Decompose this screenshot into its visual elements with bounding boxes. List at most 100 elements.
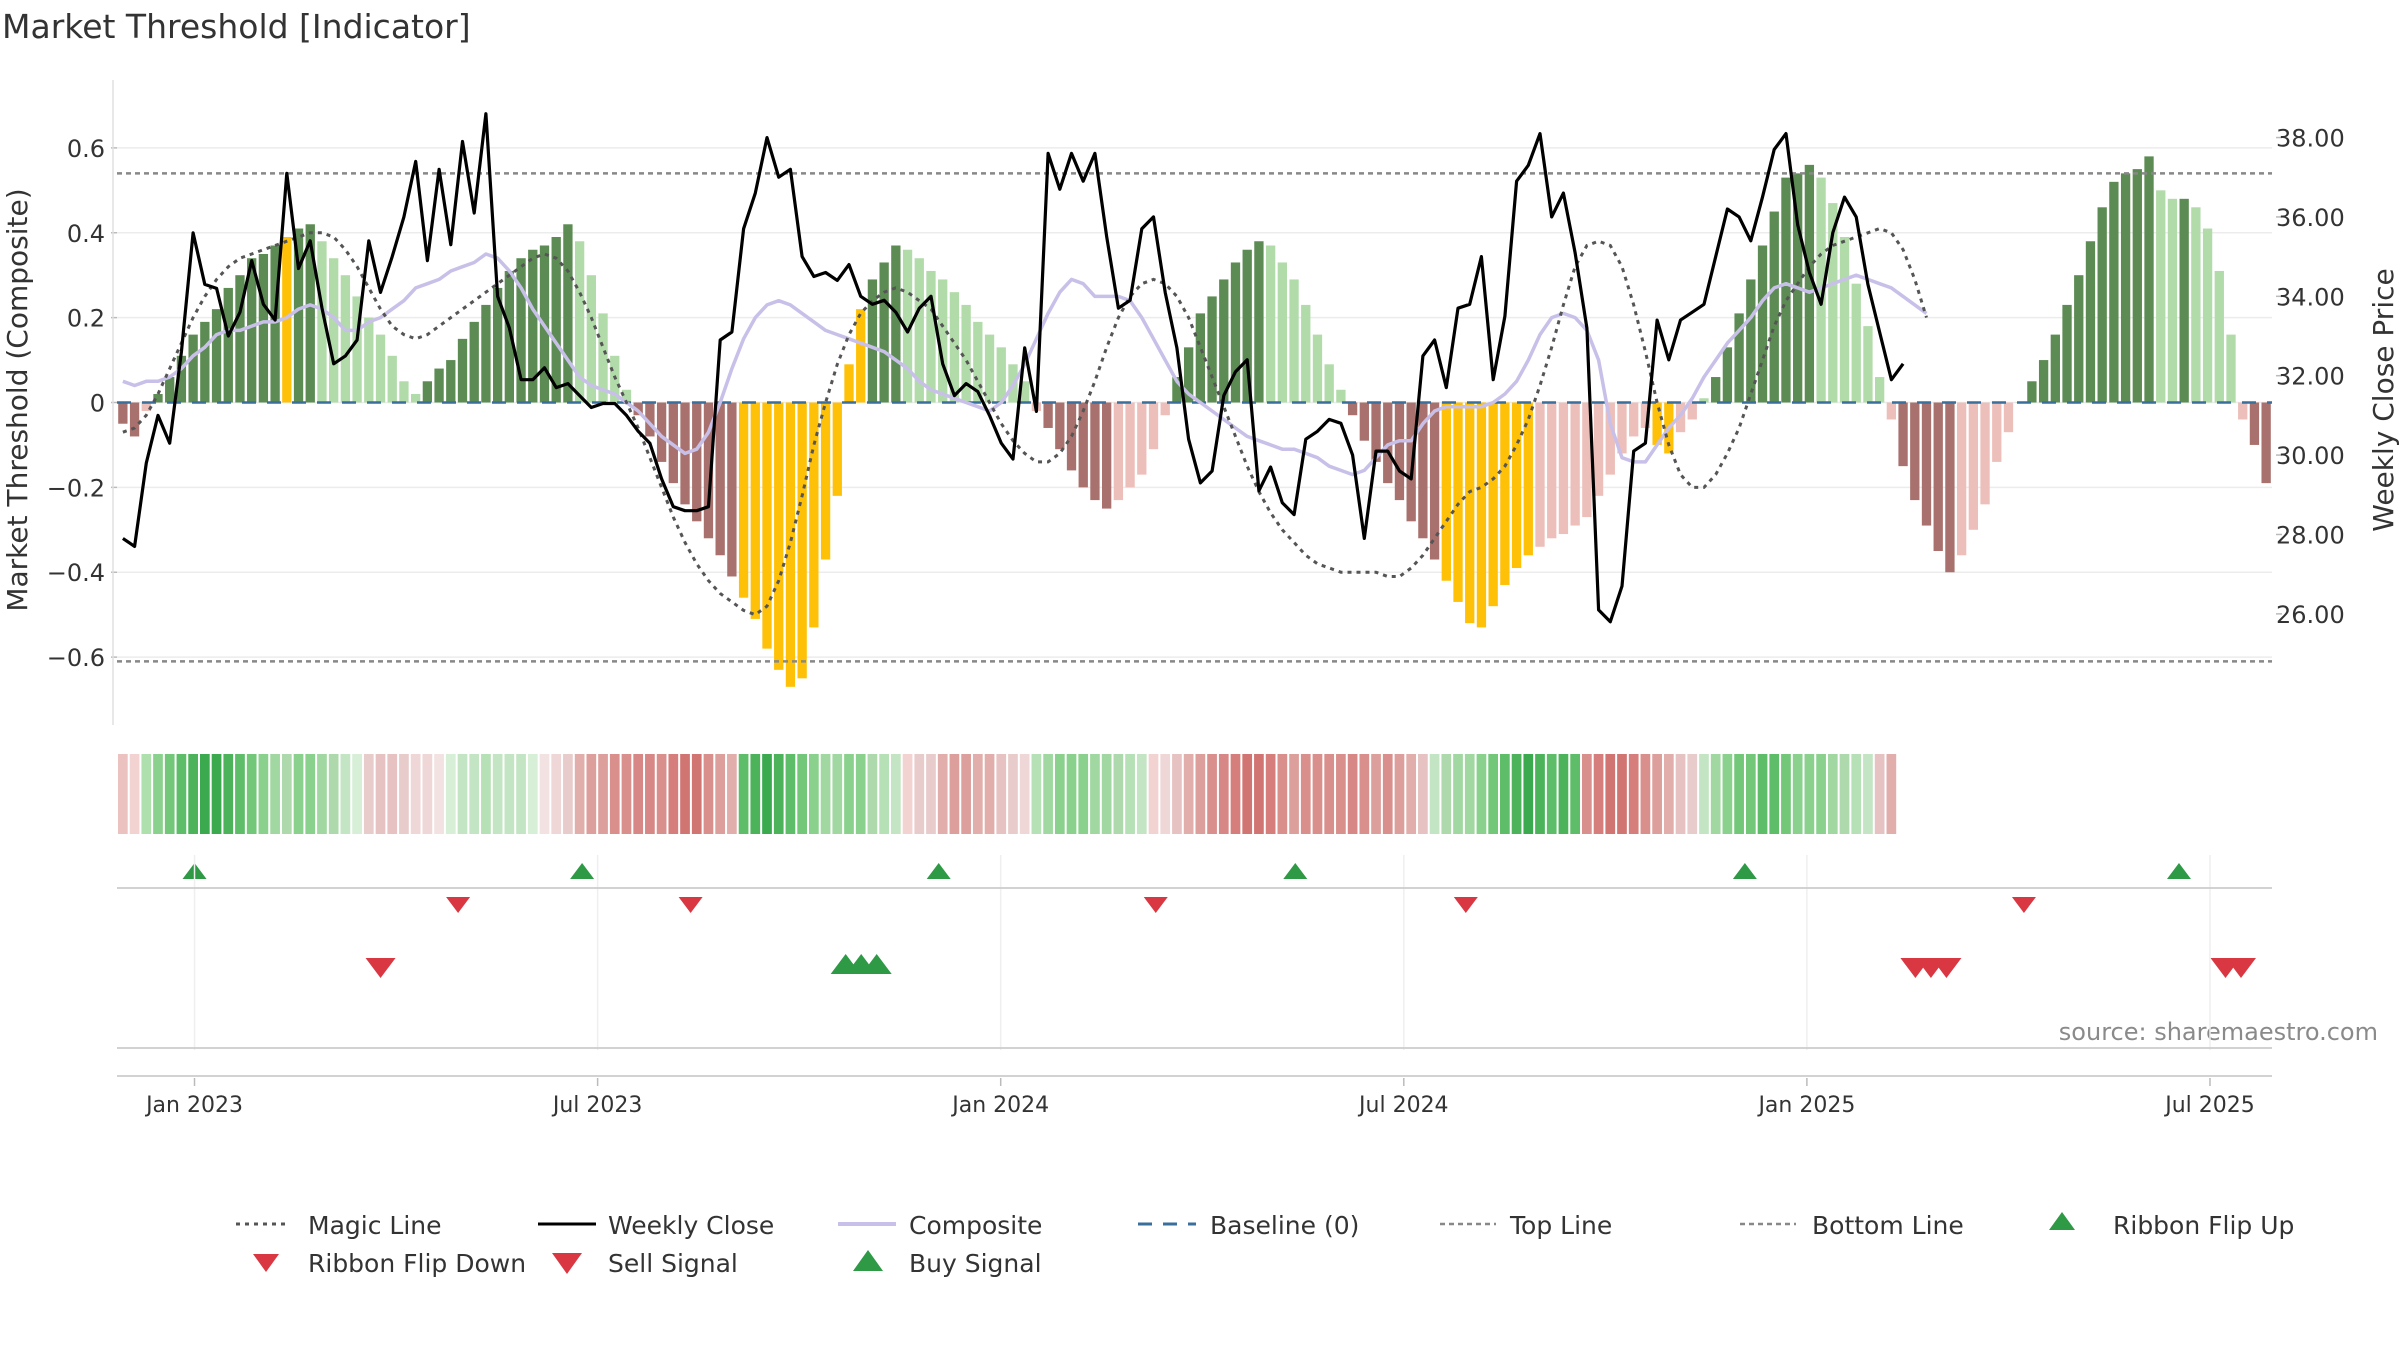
- ribbon-cell: [1605, 754, 1616, 834]
- composite-bar: [574, 241, 585, 403]
- chart-title: Market Threshold [Indicator]: [2, 7, 471, 46]
- ribbon-cell: [1816, 754, 1826, 834]
- composite-bar: [223, 287, 233, 403]
- ribbon-cell: [972, 754, 983, 834]
- ribbon-cell: [598, 754, 608, 834]
- ribbon-flip-down-marker: [1453, 897, 1478, 913]
- ribbon-cell: [1347, 754, 1358, 834]
- legend: Magic Line Weekly Close Composite Baseli…: [236, 1211, 2294, 1278]
- composite-bar: [1371, 402, 1381, 462]
- left-axis-label: Market Threshold (Composite): [1, 188, 34, 611]
- ribbon-cell: [1090, 754, 1100, 834]
- composite-bar: [1020, 381, 1030, 403]
- indicator-lines: [117, 112, 2272, 663]
- composite-bar: [1980, 402, 1990, 505]
- ribbon-cell: [1113, 754, 1124, 834]
- composite-bar: [1148, 402, 1159, 450]
- composite-bar: [1804, 164, 1815, 403]
- ribbon-cell: [164, 754, 175, 834]
- composite-bar: [762, 402, 772, 649]
- ribbon-cell: [1066, 754, 1077, 834]
- composite-bar: [1441, 402, 1451, 581]
- ribbon-cell: [785, 754, 796, 834]
- ribbon-cell: [1453, 754, 1463, 834]
- ribbon-flip-down-marker: [1143, 897, 1168, 913]
- ribbon-cell: [1781, 754, 1791, 834]
- ribbon-cell: [1441, 754, 1452, 834]
- composite-bar: [352, 296, 362, 403]
- composite-bar: [703, 402, 714, 539]
- ribbon-cell: [1464, 754, 1475, 834]
- legend-item-bottom-line: Bottom Line: [1740, 1211, 1964, 1240]
- ribbon-cell: [504, 754, 515, 834]
- composite-bar: [856, 309, 866, 403]
- composite-bar: [996, 347, 1006, 403]
- composite-bar: [738, 402, 749, 598]
- sell-signal-marker: [365, 958, 396, 978]
- composite-bar: [1242, 249, 1252, 403]
- ribbon-cell: [153, 754, 163, 834]
- composite-bar: [1558, 402, 1569, 535]
- ribbon-cell: [410, 754, 421, 834]
- ribbon-cell: [738, 754, 749, 834]
- ribbon-cell: [1008, 754, 1018, 834]
- composite-bar: [1102, 402, 1112, 509]
- ribbon-cell: [1722, 754, 1733, 834]
- ribbon-cell: [328, 754, 339, 834]
- ribbon-cell: [1218, 754, 1229, 834]
- ribbon-cell: [1300, 754, 1311, 834]
- composite-bar: [270, 245, 280, 403]
- composite-bar: [785, 402, 796, 687]
- ribbon-cell: [1136, 754, 1147, 834]
- ribbon-flip-up-marker: [1283, 863, 1308, 879]
- legend-marker-ribbon-flip-down: [253, 1254, 279, 1272]
- composite-bar: [1347, 402, 1358, 416]
- ribbon-cell: [1382, 754, 1393, 834]
- composite-bar: [258, 253, 269, 403]
- ribbon-cell: [1663, 754, 1674, 834]
- ribbon-cell: [1429, 754, 1440, 834]
- legend-marker-buy-signal: [853, 1250, 883, 1271]
- legend-marker-sell-signal: [552, 1253, 582, 1274]
- composite-bar: [329, 258, 339, 403]
- ribbon-cell: [1172, 754, 1182, 834]
- weekly-close-line: [121, 112, 1905, 624]
- ribbon-cell: [1757, 754, 1768, 834]
- composite-bar: [1511, 402, 1522, 568]
- ribbon-cell: [1336, 754, 1346, 834]
- composite-bar: [1687, 402, 1697, 420]
- left-tick-label: 0.6: [67, 135, 105, 163]
- composite-bar: [1746, 279, 1756, 403]
- ribbon-cell: [1675, 754, 1686, 834]
- ribbon-cell: [223, 754, 234, 834]
- ribbon-cell: [1699, 754, 1709, 834]
- ribbon-cell: [352, 754, 362, 834]
- ribbon-cell: [1031, 754, 1042, 834]
- legend-marker-ribbon-flip-up: [2049, 1212, 2075, 1230]
- composite-bar: [1055, 402, 1065, 450]
- ribbon-cell: [340, 754, 351, 834]
- composite-bar: [2027, 381, 2037, 403]
- composite-bar: [820, 402, 831, 560]
- composite-bar: [1523, 402, 1533, 556]
- composite-bar: [551, 237, 561, 403]
- ribbon-cell: [1640, 754, 1651, 834]
- ribbon-cell: [1769, 754, 1780, 834]
- left-tick-label: −0.4: [47, 559, 105, 587]
- composite-bar: [1968, 402, 1979, 530]
- composite-bar: [2202, 228, 2213, 403]
- x-tick-label: Jul 2024: [1357, 1093, 1449, 1118]
- ribbon-cell: [1265, 754, 1276, 834]
- ribbon-cell: [317, 754, 327, 834]
- ribbon-cell: [809, 754, 819, 834]
- ribbon-cell: [1745, 754, 1756, 834]
- composite-bar: [1172, 377, 1182, 403]
- composite-line: [122, 252, 1928, 477]
- ribbon-cell: [363, 754, 374, 834]
- composite-bar: [141, 402, 151, 411]
- signal-rows: [182, 863, 2256, 978]
- composite-bar: [1183, 347, 1194, 403]
- ribbon-cell: [422, 754, 433, 834]
- ribbon-cell: [246, 754, 257, 834]
- composite-bar: [1324, 364, 1334, 403]
